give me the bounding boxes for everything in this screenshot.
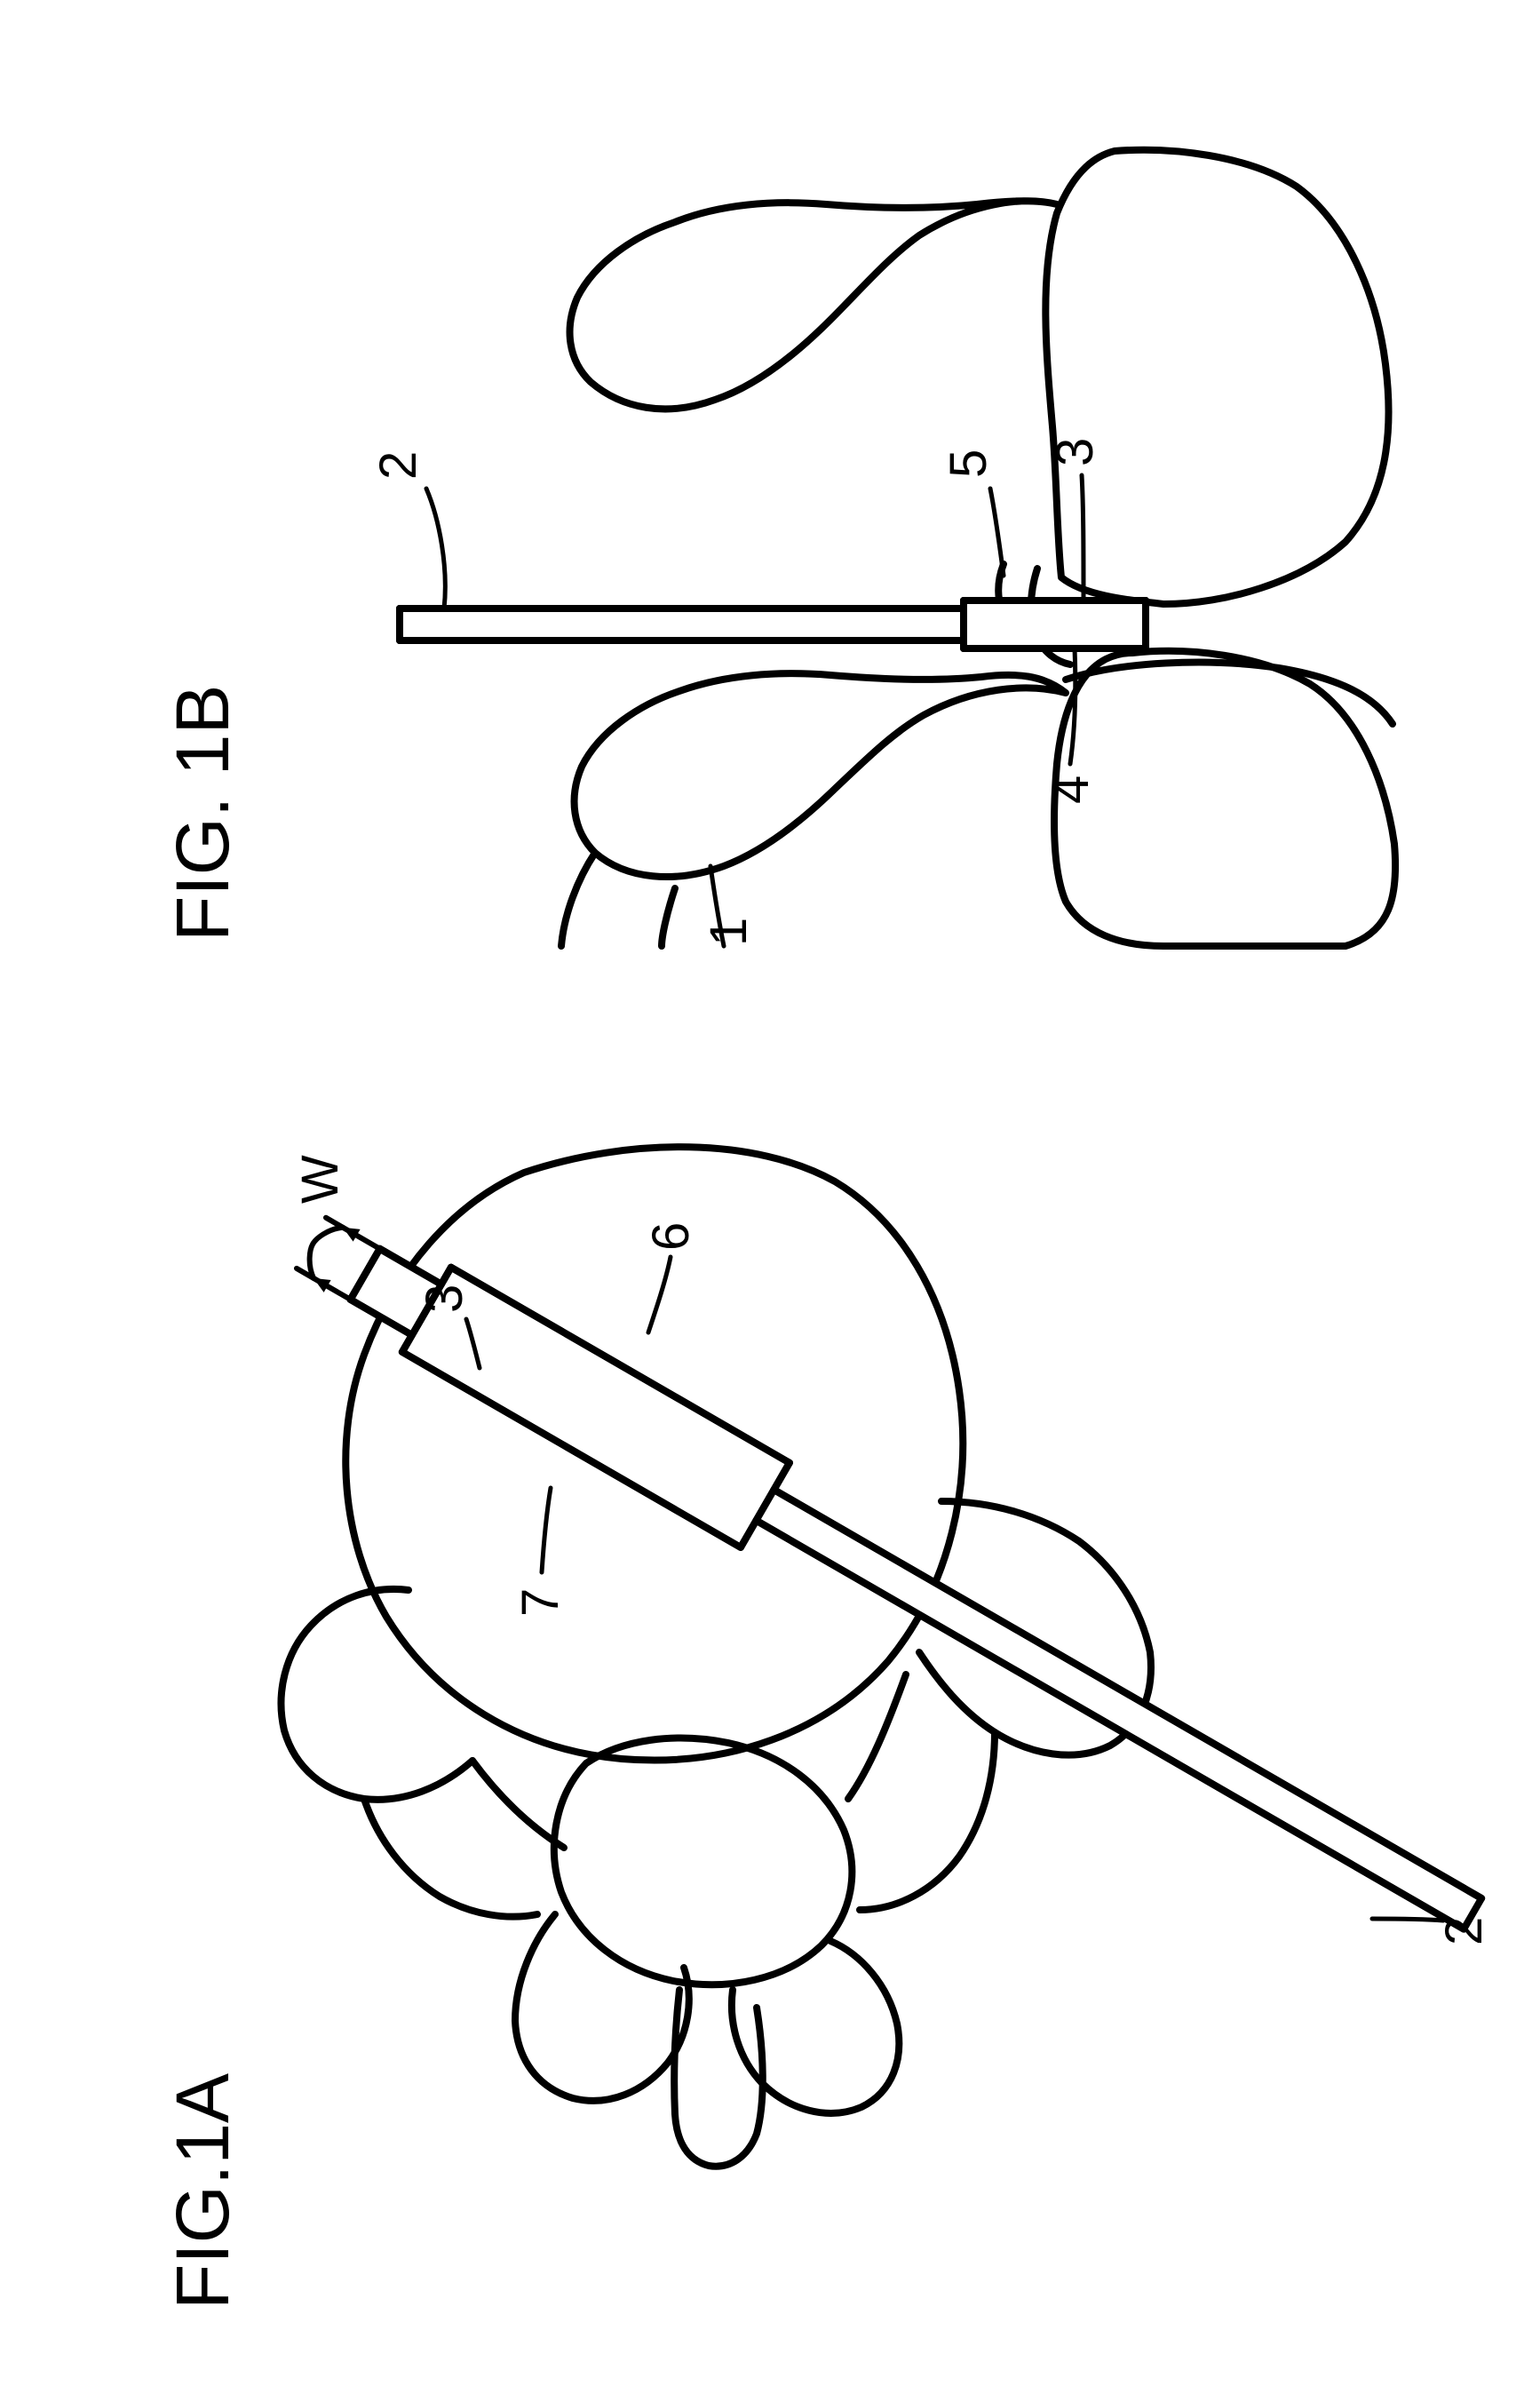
upper-vertebra-body [1045,150,1388,604]
lower-posterior-tail-2 [662,888,675,946]
callout-5: 5 [940,449,997,478]
lower-posterior-tail [561,853,595,946]
callout-7: 7 [512,1588,569,1617]
instrument-tip [964,600,1146,648]
leader-7 [542,1488,551,1572]
inf-articular-left [515,1914,689,2101]
callout-4: 4 [1042,775,1099,804]
callout-W: W [291,1155,349,1204]
callout-3: 3 [1046,438,1104,466]
callout-6: 6 [642,1222,700,1251]
callout-1: 1 [700,918,758,946]
fig-1b-svg: 2 1 5 3 4 [53,71,1492,959]
leader-2a [1372,1919,1443,1921]
leader-6 [648,1257,671,1332]
left-lamina [472,1761,564,1848]
leader-5 [990,489,1004,576]
page: FIG. 1B FIG.1A [0,0,1540,2386]
lower-vertebra-posterior [575,673,1066,877]
upper-vertebra-posterior [570,201,1057,409]
left-transverse-process [282,1589,472,1800]
lower-vertebra-body [1054,651,1395,946]
instrument-shaft [400,608,964,640]
callout-2a: 2 [1435,1917,1493,1945]
fig-1a-svg: W 6 3 7 2 [53,1022,1492,2176]
callout-2: 2 [369,451,427,480]
vertebral-foramen [554,1738,852,1985]
leader-2 [426,489,445,608]
sup-articular-right [860,1732,995,1910]
leader-3 [1082,475,1084,600]
sup-articular-left [364,1799,537,1917]
callout-3a: 3 [416,1284,473,1313]
